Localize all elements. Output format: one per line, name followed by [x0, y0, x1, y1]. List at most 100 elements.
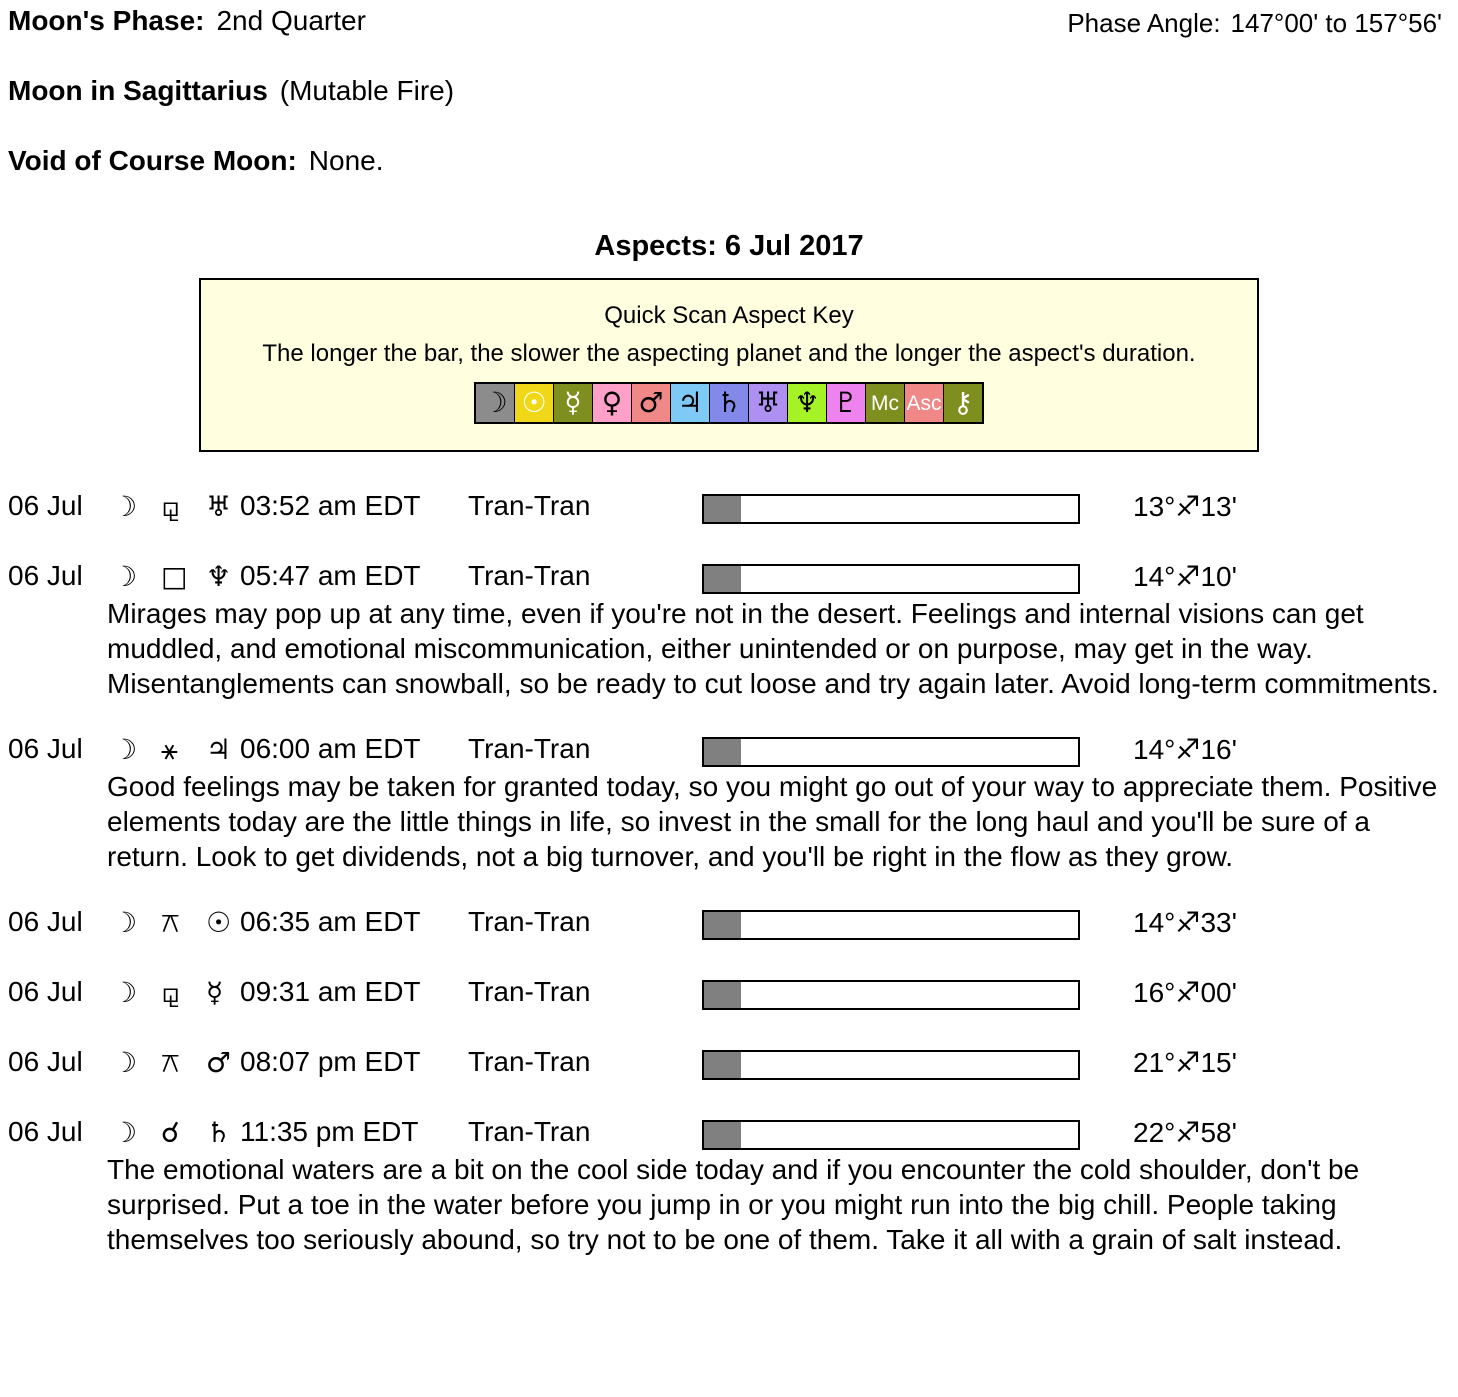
duration-bar-fill [704, 1122, 742, 1148]
mercury-glyph: ☿ [206, 976, 224, 1009]
aspect-position: 14°♐33' [1133, 907, 1237, 938]
aspect-row: 06 Jul ☽ ⚻ ☉ 06:35 am EDT Tran-Tran 14°♐… [0, 904, 1458, 948]
aspect-row: 06 Jul ☽ ⚻ ♂ 08:07 pm EDT Tran-Tran 21°♐… [0, 1044, 1458, 1088]
key-title: Quick Scan Aspect Key [604, 302, 854, 329]
aspect-time: 03:52 am EDT [240, 490, 421, 521]
duration-bar [702, 737, 1080, 767]
aspect-row: 06 Jul ☽ ☌ ♄ 11:35 pm EDT Tran-Tran 22°♐… [0, 1114, 1458, 1158]
duration-bar [702, 1050, 1080, 1080]
saturn-icon: ♄ [709, 383, 749, 423]
aspect-date: 06 Jul [8, 560, 83, 591]
aspect-position: 16°♐00' [1133, 977, 1237, 1008]
aspect-row: 06 Jul ☽ ⚼ ♅ 03:52 am EDT Tran-Tran 13°♐… [0, 488, 1458, 532]
key-subtitle: The longer the bar, the slower the aspec… [262, 340, 1196, 367]
moon-sign-label: Moon in Sagittarius [8, 75, 268, 106]
mars-glyph: ♂ [206, 1046, 232, 1079]
duration-bar-fill [704, 982, 742, 1008]
ascendant-icon: Asc [904, 383, 944, 423]
duration-bar [702, 564, 1080, 594]
aspect-type: Tran-Tran [468, 560, 591, 591]
moon-glyph: ☽ [112, 1116, 138, 1149]
void-of-course-label: Void of Course Moon: [8, 145, 297, 176]
moon-icon: ☽ [475, 383, 515, 423]
aspect-position: 14°♐10' [1133, 561, 1237, 592]
uranus-glyph: ♅ [206, 490, 232, 523]
jupiter-icon: ♃ [670, 383, 710, 423]
aspect-time: 06:00 am EDT [240, 733, 421, 764]
moon-phase-value: 2nd Quarter [216, 5, 366, 36]
aspect-time: 09:31 am EDT [240, 976, 421, 1007]
aspect-type: Tran-Tran [468, 1046, 591, 1077]
planet-key-strip: ☽ ☉ ☿ ♀ ♂ ♃ ♄ ♅ ♆ ♇ Mc Asc ⚷ [474, 382, 984, 424]
phase-angle-value: 147°00' to 157°56' [1230, 8, 1442, 38]
moon-glyph: ☽ [112, 1046, 138, 1079]
aspect-type: Tran-Tran [468, 1116, 591, 1147]
sextile-aspect-glyph: ⚹ [161, 733, 178, 766]
quincunx-aspect-glyph: ⚻ [161, 1046, 180, 1079]
aspect-date: 06 Jul [8, 733, 83, 764]
aspect-time: 05:47 am EDT [240, 560, 421, 591]
moon-glyph: ☽ [112, 733, 138, 766]
aspect-entry: 06 Jul ☽ □ ♆ 05:47 am EDT Tran-Tran 14°♐… [0, 558, 1458, 701]
pluto-icon: ♇ [826, 383, 866, 423]
duration-bar-fill [704, 496, 742, 522]
neptune-glyph: ♆ [206, 560, 232, 593]
aspect-type: Tran-Tran [468, 490, 591, 521]
aspect-type: Tran-Tran [468, 733, 591, 764]
aspect-entry: 06 Jul ☽ ⚹ ♃ 06:00 am EDT Tran-Tran 14°♐… [0, 731, 1458, 874]
jupiter-glyph: ♃ [206, 733, 232, 766]
moon-glyph: ☽ [112, 490, 138, 523]
duration-bar-fill [704, 1052, 742, 1078]
venus-icon: ♀ [592, 383, 632, 423]
aspect-position: 14°♐16' [1133, 734, 1237, 765]
moon-glyph: ☽ [112, 906, 138, 939]
aspect-date: 06 Jul [8, 490, 83, 521]
page-title: Aspects: 6 Jul 2017 [594, 230, 864, 262]
midheaven-icon: Mc [865, 383, 905, 423]
aspect-time: 06:35 am EDT [240, 906, 421, 937]
aspect-position: 21°♐15' [1133, 1047, 1237, 1078]
moon-phase-label: Moon's Phase: [8, 5, 205, 36]
duration-bar-fill [704, 739, 742, 765]
aspect-date: 06 Jul [8, 976, 83, 1007]
aspect-date: 06 Jul [8, 1046, 83, 1077]
quincunx-aspect-glyph: ⚻ [161, 906, 180, 939]
moon-phase-line: Moon's Phase: 2nd Quarter [8, 5, 1458, 37]
sun-glyph: ☉ [206, 906, 232, 939]
aspect-entry: 06 Jul ☽ ⚻ ♂ 08:07 pm EDT Tran-Tran 21°♐… [0, 1044, 1458, 1088]
moon-status-section: Moon's Phase: 2nd Quarter Moon in Sagitta… [0, 0, 1458, 177]
phase-angle-label: Phase Angle: [1067, 8, 1221, 38]
aspect-row: 06 Jul ☽ ⚼ ☿ 09:31 am EDT Tran-Tran 16°♐… [0, 974, 1458, 1018]
duration-bar [702, 910, 1080, 940]
aspect-list: 06 Jul ☽ ⚼ ♅ 03:52 am EDT Tran-Tran 13°♐… [0, 488, 1458, 1257]
square-aspect-glyph: □ [161, 560, 188, 593]
duration-bar-fill [704, 912, 742, 938]
aspect-interpretation: Mirages may pop up at any time, even if … [107, 598, 1439, 699]
aspect-row: 06 Jul ☽ □ ♆ 05:47 am EDT Tran-Tran 14°♐… [0, 558, 1458, 602]
aspect-time: 08:07 pm EDT [240, 1046, 421, 1077]
quick-scan-aspect-key: Quick Scan Aspect Key The longer the bar… [199, 278, 1259, 452]
saturn-glyph: ♄ [206, 1116, 232, 1149]
aspect-date: 06 Jul [8, 1116, 83, 1147]
moon-glyph: ☽ [112, 976, 138, 1009]
aspect-interpretation: The emotional waters are a bit on the co… [107, 1154, 1360, 1255]
aspect-type: Tran-Tran [468, 906, 591, 937]
neptune-icon: ♆ [787, 383, 827, 423]
sesquiquadrate-aspect-glyph: ⚼ [161, 490, 181, 523]
moon-sign-note: (Mutable Fire) [279, 75, 455, 106]
duration-bar [702, 494, 1080, 524]
duration-bar [702, 1120, 1080, 1150]
aspect-position: 13°♐13' [1133, 491, 1237, 522]
mars-icon: ♂ [631, 383, 671, 423]
void-of-course-value: None. [308, 145, 384, 176]
duration-bar [702, 980, 1080, 1010]
moon-glyph: ☽ [112, 560, 138, 593]
aspect-position: 22°♐58' [1133, 1117, 1237, 1148]
duration-bar-fill [704, 566, 742, 592]
sun-icon: ☉ [514, 383, 554, 423]
void-of-course-line: Void of Course Moon: None. [8, 145, 1458, 177]
aspect-time: 11:35 pm EDT [240, 1116, 419, 1147]
chiron-icon: ⚷ [943, 383, 983, 423]
aspect-row: 06 Jul ☽ ⚹ ♃ 06:00 am EDT Tran-Tran 14°♐… [0, 731, 1458, 775]
aspect-entry: 06 Jul ☽ ⚼ ♅ 03:52 am EDT Tran-Tran 13°♐… [0, 488, 1458, 532]
